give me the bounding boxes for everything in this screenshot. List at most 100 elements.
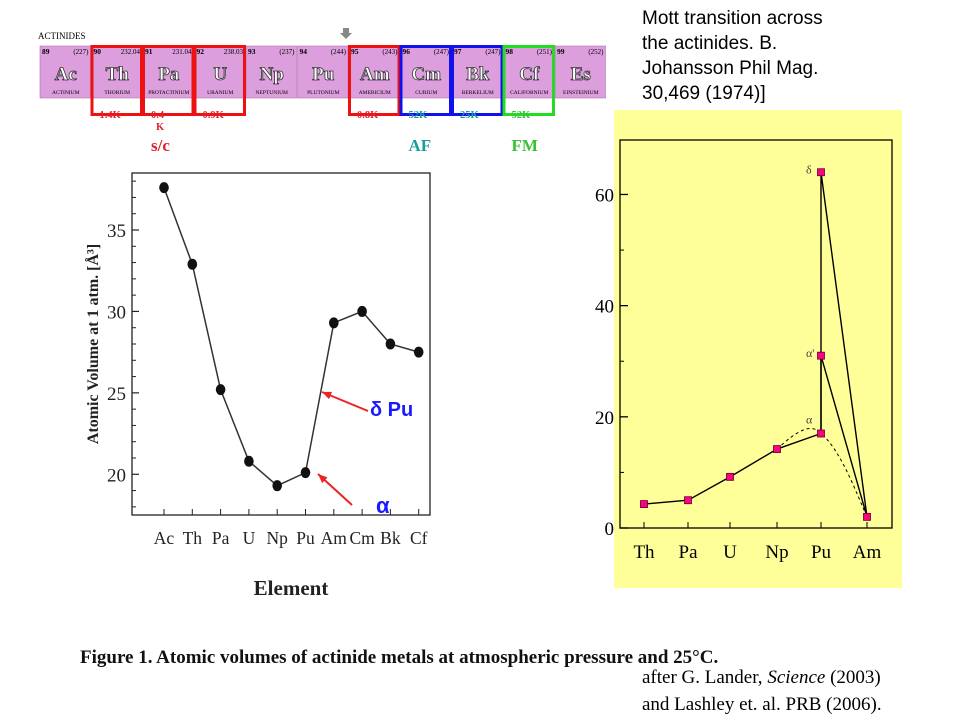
element-cell-u: 92 238.03 U URANIUM xyxy=(194,45,246,99)
x-tick-label-th: Th xyxy=(183,528,203,548)
element-mass: 238.03 xyxy=(224,48,244,56)
title-line-3: Johansson Phil Mag. xyxy=(642,58,819,79)
data-point-bk xyxy=(385,338,396,350)
element-number: 97 xyxy=(454,47,462,56)
element-symbol: Cf xyxy=(519,64,540,85)
data-point-am xyxy=(329,317,339,329)
gamma-point-am xyxy=(863,512,871,521)
element-symbol: U xyxy=(213,64,227,85)
element-symbol: Th xyxy=(106,64,130,85)
element-name: CALIFORNIUM xyxy=(510,90,548,96)
element-cell-bg xyxy=(554,45,606,99)
chart1-xlabel: Element xyxy=(254,576,329,600)
element-mass: (244) xyxy=(331,48,347,56)
element-name: PLUTONIUM xyxy=(307,90,339,96)
element-cell-bg xyxy=(297,45,349,99)
chart1-ylabel: Atomic Volume at 1 atm. [Å³] xyxy=(84,244,102,444)
element-name: EINSTEINIUM xyxy=(563,90,599,96)
x-tick-label-am: Am xyxy=(321,528,348,548)
actinide-periodic-table: ACTINIDES 89 (227) Ac ACTINIUM 90 232.04 Th THOR… xyxy=(38,28,606,155)
x-tick-label-u: U xyxy=(243,528,256,548)
data-point-u xyxy=(244,455,254,467)
phase-label-delta: δ xyxy=(806,162,812,176)
figure-caption-lead: Figure 1. xyxy=(80,647,153,668)
gamma-coefficient-chart: 0204060ThPaUNpPuAmγ (mJ K⁻² mol⁻¹)δα'α xyxy=(595,110,902,588)
title-line-2: the actinides. B. xyxy=(642,33,778,54)
credit-line-1: after G. Lander, Science (2003) xyxy=(642,664,882,691)
y2-tick-label: 40 xyxy=(595,297,614,318)
x2-tick-label-am: Am xyxy=(853,542,882,563)
element-name: THORIUM xyxy=(104,90,130,96)
group-label-sc: s/c xyxy=(151,136,170,155)
atomic-volume-chart: 20 25 30 35 Ac Th Pa U Np Pu Am Cm Bk Cf Element Atomic… xyxy=(84,172,431,600)
credit-text: after G. Lander, Science (2003) and Lash… xyxy=(642,664,882,718)
gamma-point-pa xyxy=(684,496,692,505)
element-symbol: Pa xyxy=(158,64,180,85)
x2-tick-label-u: U xyxy=(723,542,737,563)
temp-label-u: 0.9K xyxy=(203,110,225,121)
credit-line-2: and Lashley et. al. PRB (2006). xyxy=(642,694,882,715)
element-symbol: Pu xyxy=(312,64,335,85)
red-highlight-th xyxy=(90,45,143,116)
element-symbol: Bk xyxy=(466,64,490,85)
element-number: 93 xyxy=(248,47,256,56)
element-symbol: Np xyxy=(260,64,284,85)
data-point-th xyxy=(187,258,198,270)
y2-tick-label: 0 xyxy=(605,519,615,540)
x-tick-label-pu: Pu xyxy=(296,528,315,548)
gamma-point-pu xyxy=(817,168,825,177)
element-mass: (247) xyxy=(485,48,501,56)
temp-label-pa: 0.4 xyxy=(151,110,165,121)
data-point-np xyxy=(272,480,282,492)
element-cell-th: 90 232.04 Th THORIUM xyxy=(91,45,143,99)
phase-label-alpha-prime: α' xyxy=(806,346,814,360)
element-name: CURIUM xyxy=(415,90,437,96)
y-tick-label: 35 xyxy=(107,221,126,242)
temp-label-th: 1.4K xyxy=(100,110,122,121)
y2-tick-label: 20 xyxy=(595,408,614,429)
temp-label-cf: 52K xyxy=(512,110,532,121)
element-number: 92 xyxy=(197,47,205,56)
atomic-volume-line xyxy=(163,187,419,487)
element-number: 90 xyxy=(94,47,102,56)
element-cell-bg xyxy=(348,45,400,99)
alpha-annotation: α xyxy=(376,493,390,518)
y-tick-label: 30 xyxy=(107,302,126,323)
element-cell-pu: 94 (244) Pu PLUTONIUM xyxy=(297,45,349,99)
element-symbol: Am xyxy=(360,64,390,85)
x2-tick-label-np: Np xyxy=(765,542,788,563)
gamma-point-th xyxy=(640,500,648,508)
chart2-background xyxy=(614,110,902,588)
element-mass: (252) xyxy=(588,48,604,56)
red-highlight-pa xyxy=(142,45,195,116)
element-name: URANIUM xyxy=(207,90,233,96)
blue-highlight-bk xyxy=(451,45,504,116)
delta-pu-arrow-head xyxy=(322,391,332,400)
x-tick-label-cf: Cf xyxy=(410,528,428,548)
blue-highlight-cm xyxy=(399,45,452,116)
credit-line-1-suffix: (2003) xyxy=(825,667,881,688)
data-point-ac xyxy=(159,182,169,194)
figure-caption-text: Atomic volumes of actinide metals at atm… xyxy=(152,647,719,668)
x-tick-label-np: Np xyxy=(267,528,289,548)
x-tick-label-cm: Cm xyxy=(349,528,375,548)
data-point-pa xyxy=(215,384,226,396)
element-number: 95 xyxy=(351,47,359,56)
x2-tick-label-pa: Pa xyxy=(679,542,699,563)
element-cell-pa: 91 231.04 Pa PROTACTINIUM xyxy=(142,45,194,99)
element-symbol: Cm xyxy=(411,64,441,85)
element-number: 96 xyxy=(403,47,411,56)
element-mass: 231.04 xyxy=(172,48,192,56)
element-name: BERKELIUM xyxy=(462,90,494,96)
element-cell-cm: 96 (247) Cm CURIUM xyxy=(400,45,452,99)
element-symbol: Ac xyxy=(55,64,77,85)
green-highlight-cf xyxy=(502,45,555,116)
credit-line-1-prefix: after G. Lander, xyxy=(642,667,768,688)
x-tick-label-pa: Pa xyxy=(212,528,230,548)
element-cell-bk: 97 (247) Bk BERKELIUM xyxy=(451,45,503,99)
gamma-point-pu xyxy=(817,429,825,438)
element-cell-bg xyxy=(194,45,246,99)
gamma-point-np xyxy=(773,445,781,453)
element-mass: (247) xyxy=(434,48,450,56)
element-cell-bg xyxy=(503,45,555,99)
